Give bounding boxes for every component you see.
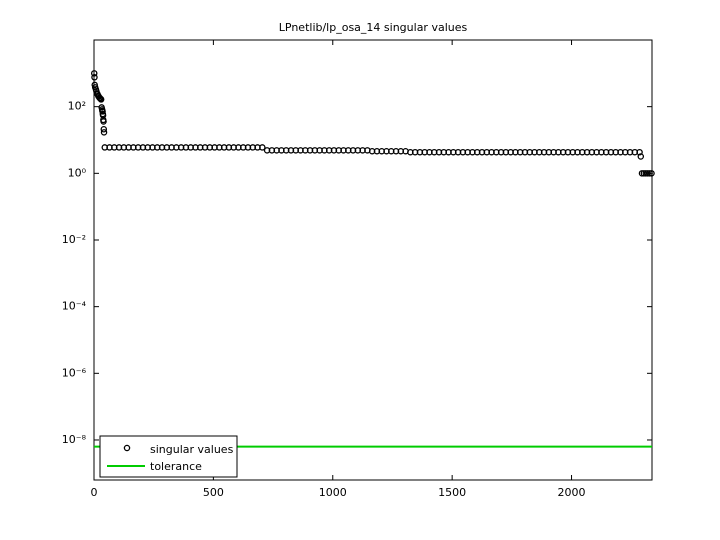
point xyxy=(90,70,98,77)
legend-label: singular values xyxy=(150,443,234,456)
legend-box xyxy=(99,435,238,478)
x-tick-label: 0 xyxy=(91,486,98,499)
point xyxy=(100,129,108,136)
plot-frame xyxy=(93,39,653,481)
point xyxy=(91,74,98,81)
y-tick-label: 10⁰ xyxy=(68,166,87,179)
chart-title: LPnetlib/lp_osa_14 singular values xyxy=(279,21,468,34)
legend-label: tolerance xyxy=(150,460,202,473)
point xyxy=(100,118,107,125)
y-tick-label: 10⁻⁴ xyxy=(62,300,87,313)
y-tick-label: 10⁻⁸ xyxy=(62,433,87,446)
point xyxy=(259,144,266,151)
x-tick-label: 1500 xyxy=(438,486,466,499)
point xyxy=(637,153,645,160)
point xyxy=(648,170,655,177)
y-tick-label: 10⁻⁶ xyxy=(62,366,87,379)
y-tick-label: 10⁻² xyxy=(62,233,86,246)
x-tick-label: 2000 xyxy=(558,486,586,499)
legend-marker xyxy=(123,444,131,452)
point xyxy=(97,96,105,103)
point xyxy=(100,126,108,133)
x-tick-label: 1000 xyxy=(319,486,347,499)
y-tick-label: 10² xyxy=(68,100,86,113)
x-tick-label: 500 xyxy=(203,486,224,499)
point xyxy=(99,108,106,115)
